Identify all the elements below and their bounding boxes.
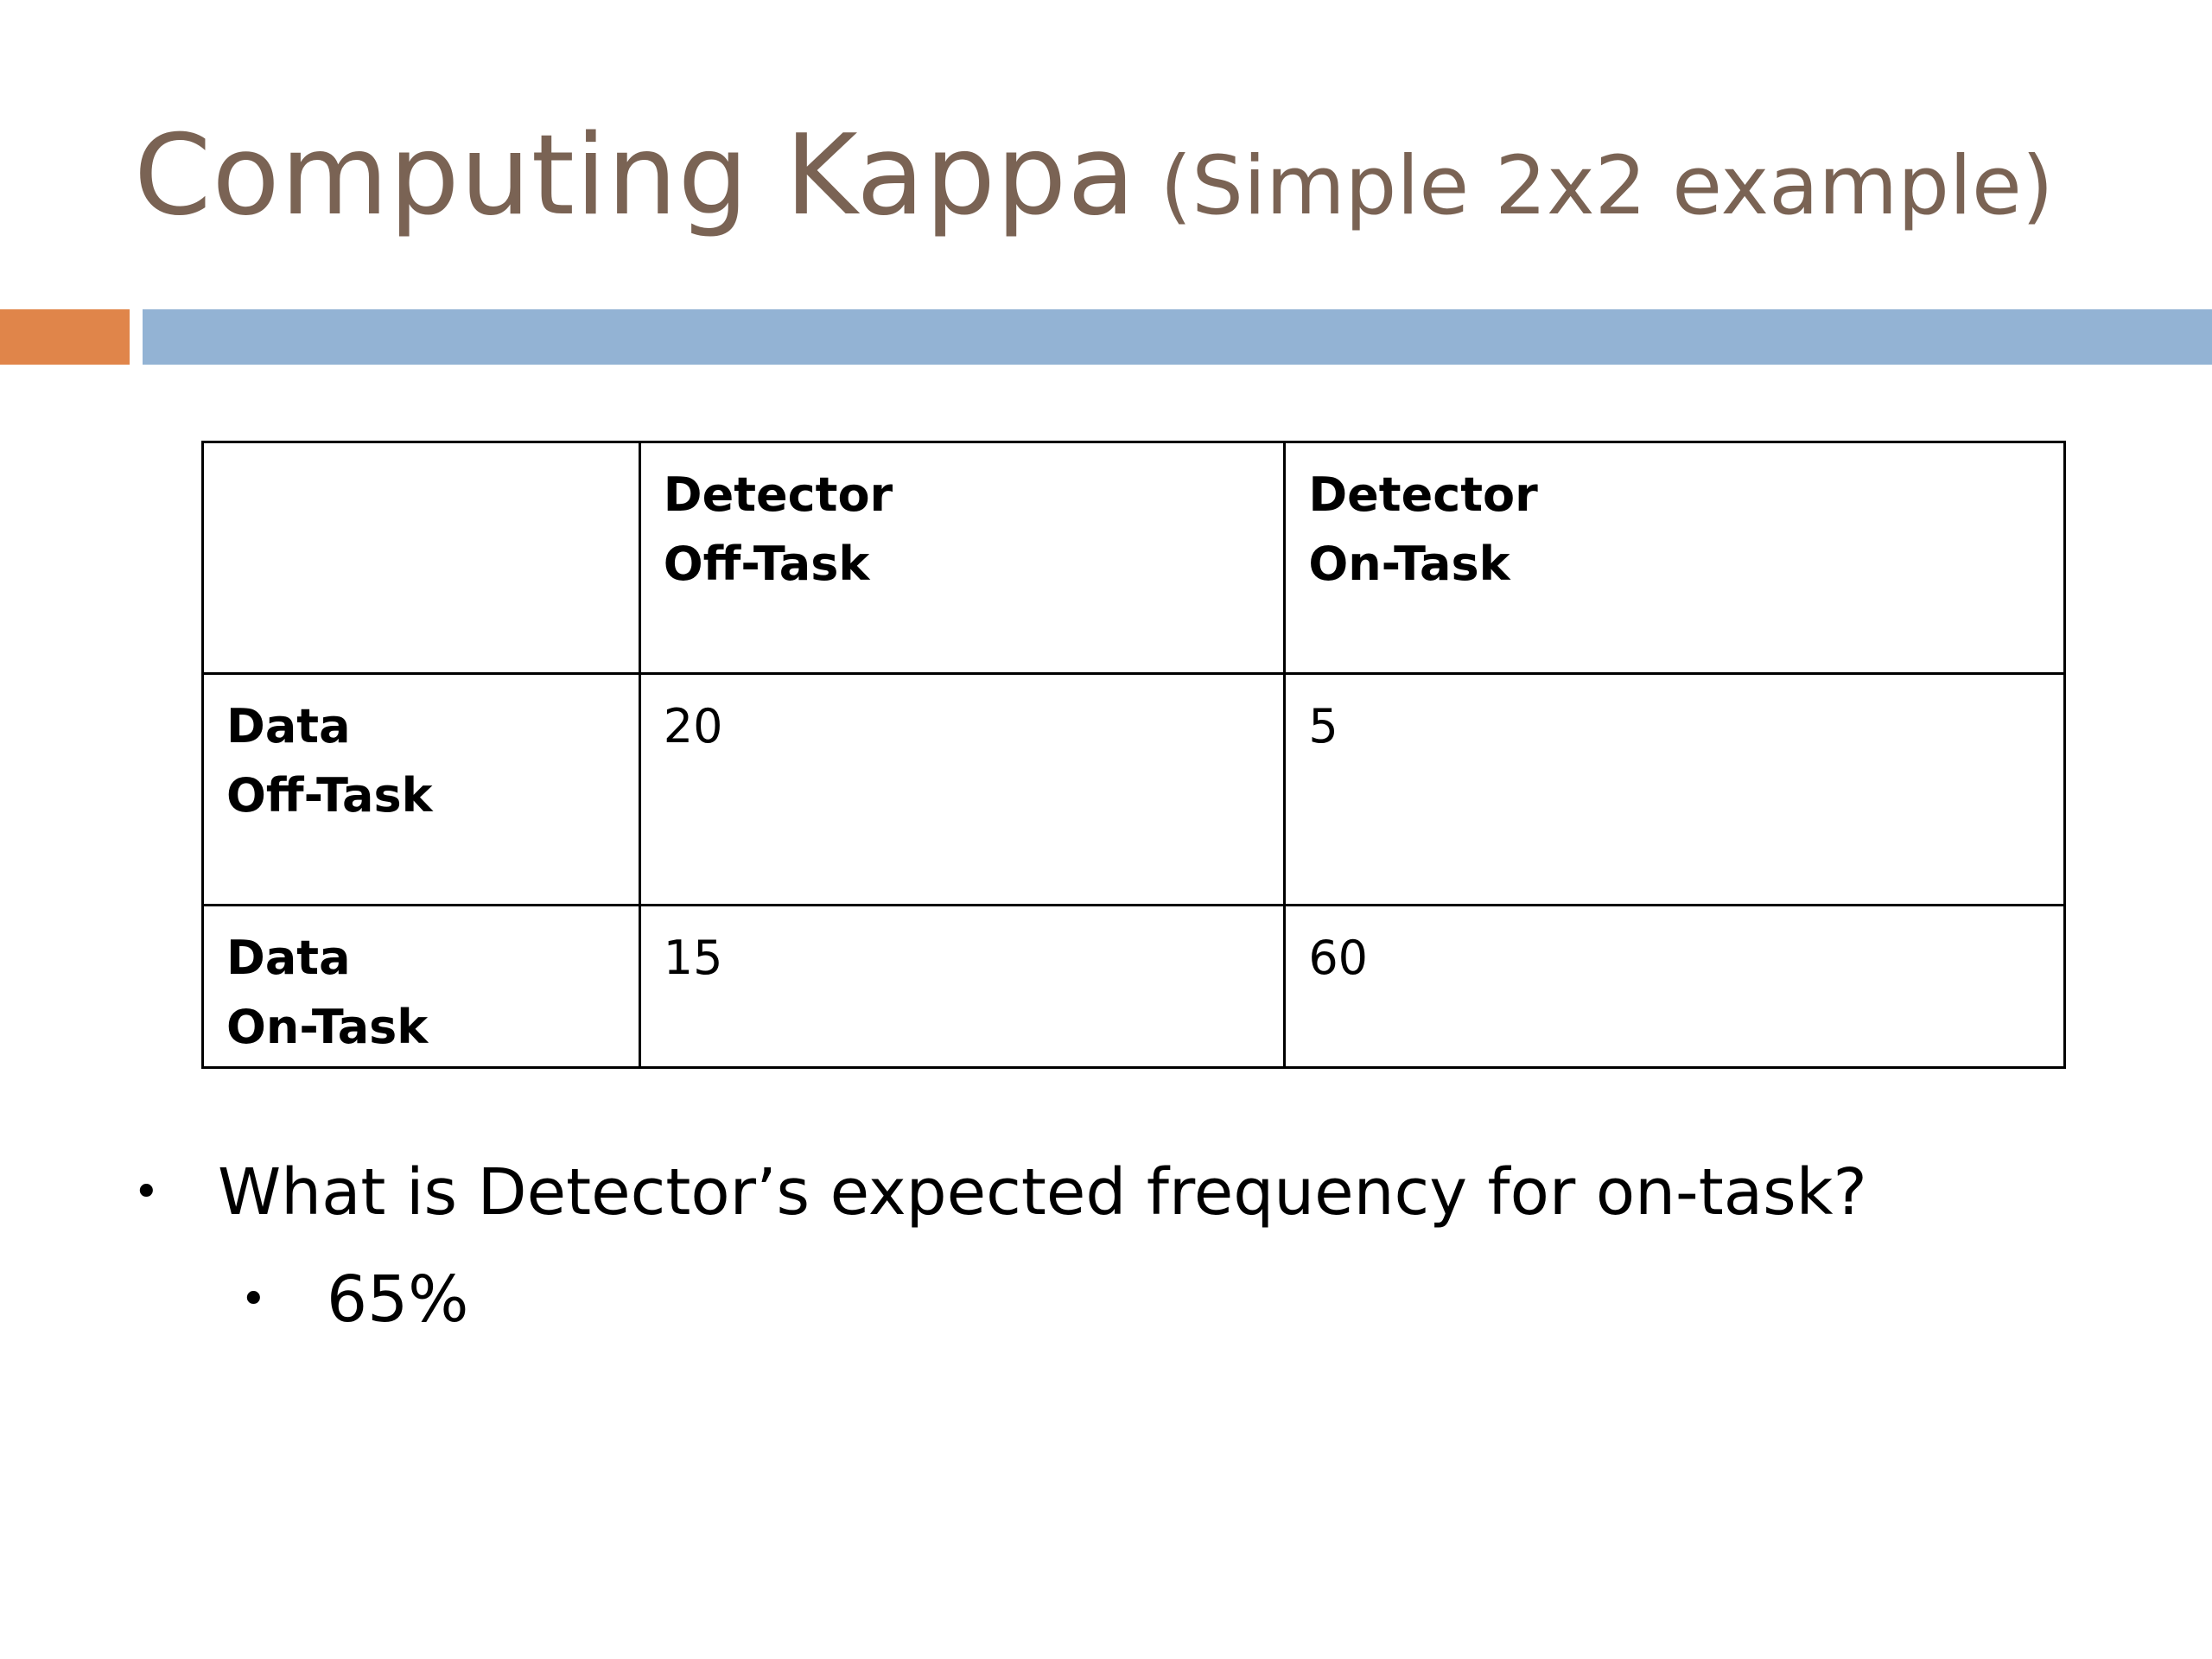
cell-off-on: 5 (1283, 672, 2066, 906)
answer-text: 65% (327, 1262, 469, 1337)
title-subtitle: (Simple 2x2 example) (1160, 139, 2054, 233)
table-row: Data On-Task 15 60 (201, 904, 2066, 1069)
row-label-data-off-task: Data Off-Task (201, 672, 641, 906)
question-text: What is Detector’s expected frequency fo… (218, 1155, 1867, 1230)
bullet-dot-icon: • (133, 1166, 160, 1218)
title-rule-bar (143, 309, 2212, 365)
bullet-question: • What is Detector’s expected frequency … (130, 1145, 1867, 1240)
table-row: Data Off-Task 20 5 (201, 672, 2066, 906)
confusion-table: Detector Off-Task Detector On-Task Data … (201, 441, 2066, 1069)
cell-on-on: 60 (1283, 904, 2066, 1069)
corner-cell (201, 441, 641, 675)
accent-bar (0, 309, 130, 365)
slide-title: Computing Kappa (Simple 2x2 example) (134, 121, 2054, 232)
cell-off-off: 20 (638, 672, 1287, 906)
cell-on-off: 15 (638, 904, 1287, 1069)
row-label-data-on-task: Data On-Task (201, 904, 641, 1069)
bullet-dot-icon: • (240, 1274, 267, 1325)
bullet-list: • What is Detector’s expected frequency … (130, 1145, 1867, 1347)
header-detector-off-task: Detector Off-Task (638, 441, 1287, 675)
table-header-row: Detector Off-Task Detector On-Task (201, 441, 2066, 675)
title-main: Computing Kappa (134, 111, 1136, 240)
header-detector-on-task: Detector On-Task (1283, 441, 2066, 675)
bullet-answer: • 65% (130, 1252, 1867, 1347)
